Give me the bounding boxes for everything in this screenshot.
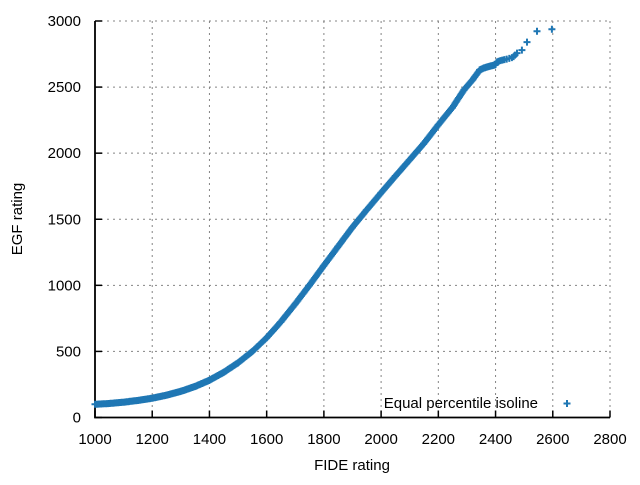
legend-label: Equal percentile isoline	[384, 395, 538, 412]
x-tick-label: 2000	[364, 431, 397, 448]
data-series-points	[91, 25, 556, 408]
x-tick-label: 2800	[593, 431, 626, 448]
scatter-plus-markers	[91, 25, 556, 408]
y-tick-label: 0	[73, 410, 81, 427]
x-tick-label: 1000	[78, 431, 111, 448]
y-tick-label: 2000	[48, 145, 81, 162]
x-tick-label: 2200	[422, 431, 455, 448]
x-tick-label: 1800	[307, 431, 340, 448]
x-tick-label: 1600	[250, 431, 283, 448]
y-tick-label: 2500	[48, 79, 81, 96]
y-tick-label: 1000	[48, 277, 81, 294]
legend: Equal percentile isoline	[384, 395, 571, 412]
y-tick-label: 3000	[48, 13, 81, 30]
x-axis-label: FIDE rating	[314, 457, 390, 474]
x-tick-label: 2400	[479, 431, 512, 448]
axis-border	[94, 21, 610, 419]
y-tick-label: 500	[56, 343, 81, 360]
tick-labels: 1000 1200 1400 1600 1800 2000 2200 2400 2600 2800…	[48, 13, 627, 448]
y-axis-label: EGF rating	[9, 183, 26, 256]
x-tick-label: 1400	[193, 431, 226, 448]
legend-plus-marker-icon	[563, 400, 571, 407]
x-tick-label: 2600	[536, 431, 569, 448]
y-tick-label: 1500	[48, 211, 81, 228]
x-tick-label: 1200	[136, 431, 169, 448]
